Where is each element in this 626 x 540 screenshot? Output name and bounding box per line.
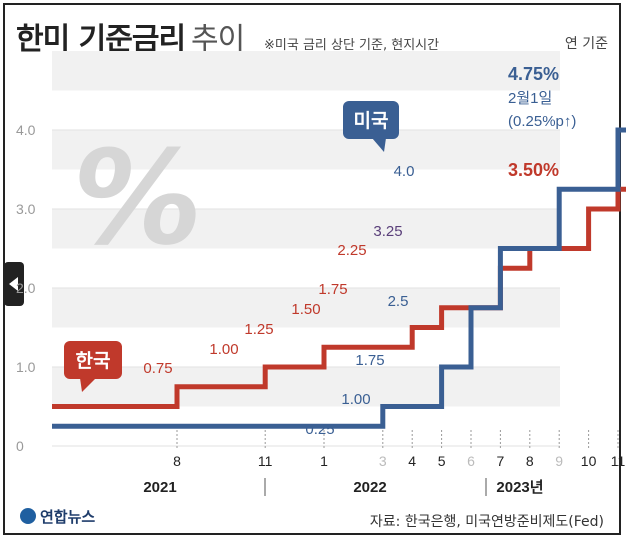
us-badge-pointer [372,138,386,152]
x-tick-label: 5 [438,453,446,469]
us-series-badge [343,101,399,139]
korea-value-label: 2.25 [337,242,366,259]
x-tick-label: 10 [581,453,597,469]
grid-band [52,367,560,407]
chevron-left-icon [9,277,18,291]
x-tick-label: 8 [526,453,534,469]
y-tick-label: 1.0 [16,359,36,375]
x-tick-label: 4 [408,453,416,469]
us-series-name: 미국 [354,110,389,132]
us-end-date: 2월1일 [508,90,552,107]
us-value-label: 1.75 [355,352,384,369]
x-tick-label: 3 [379,453,387,469]
x-tick-label: 8 [173,453,181,469]
us-value-label: 2.5 [388,293,409,310]
y-tick-label: 0 [16,438,24,454]
x-tick-label: 11 [258,453,273,469]
us-end-value: 4.75% [508,64,559,84]
us-value-label: 3.25 [373,223,402,240]
korea-value-label: 1.25 [244,321,273,338]
x-tick-label: 11 [611,453,626,469]
x-tick-label: 6 [467,453,475,469]
us-value-label: 1.00 [341,391,370,408]
korea-value-label: 1.00 [209,341,238,358]
us-value-label: 4.0 [394,163,415,180]
y-tick-label: 2.0 [16,280,36,296]
korea-series-name: 한국 [76,350,111,372]
grid-band [52,130,560,170]
x-tick-label: 1 [320,453,328,469]
grid-band [52,51,560,91]
us-rate-line [52,127,626,429]
us-value-label: 0.25 [305,421,334,438]
year-label: 2022 [353,479,386,496]
us-end-change: (0.25%p↑) [508,113,576,130]
korea-badge-pointer [80,378,96,392]
unit-label: 연 기준 [564,36,608,52]
source-note: 자료: 한국은행, 미국연방준비제도(Fed) [369,514,604,530]
note: ※미국 금리 상단 기준, 현지시간 [264,38,440,53]
korea-end-value: 3.50% [508,160,559,180]
korea-value-label: 1.50 [291,301,320,318]
brand-logo: 연합뉴스 [20,506,95,527]
y-tick-label: 4.0 [16,122,36,138]
year-label: 2021 [143,479,176,496]
prev-arrow-button[interactable] [4,262,24,306]
year-label: 2023년 [496,479,543,496]
korea-value-label: 0.75 [143,360,172,377]
percent-decoration: % [61,123,213,274]
korea-value-label: 1.75 [318,281,347,298]
y-tick-label: 3.0 [16,201,36,217]
brand-icon [20,508,36,524]
korea-series-badge [64,341,122,379]
grid-band [52,209,560,249]
x-tick-label: 9 [555,453,563,469]
x-tick-label: 7 [497,453,505,469]
